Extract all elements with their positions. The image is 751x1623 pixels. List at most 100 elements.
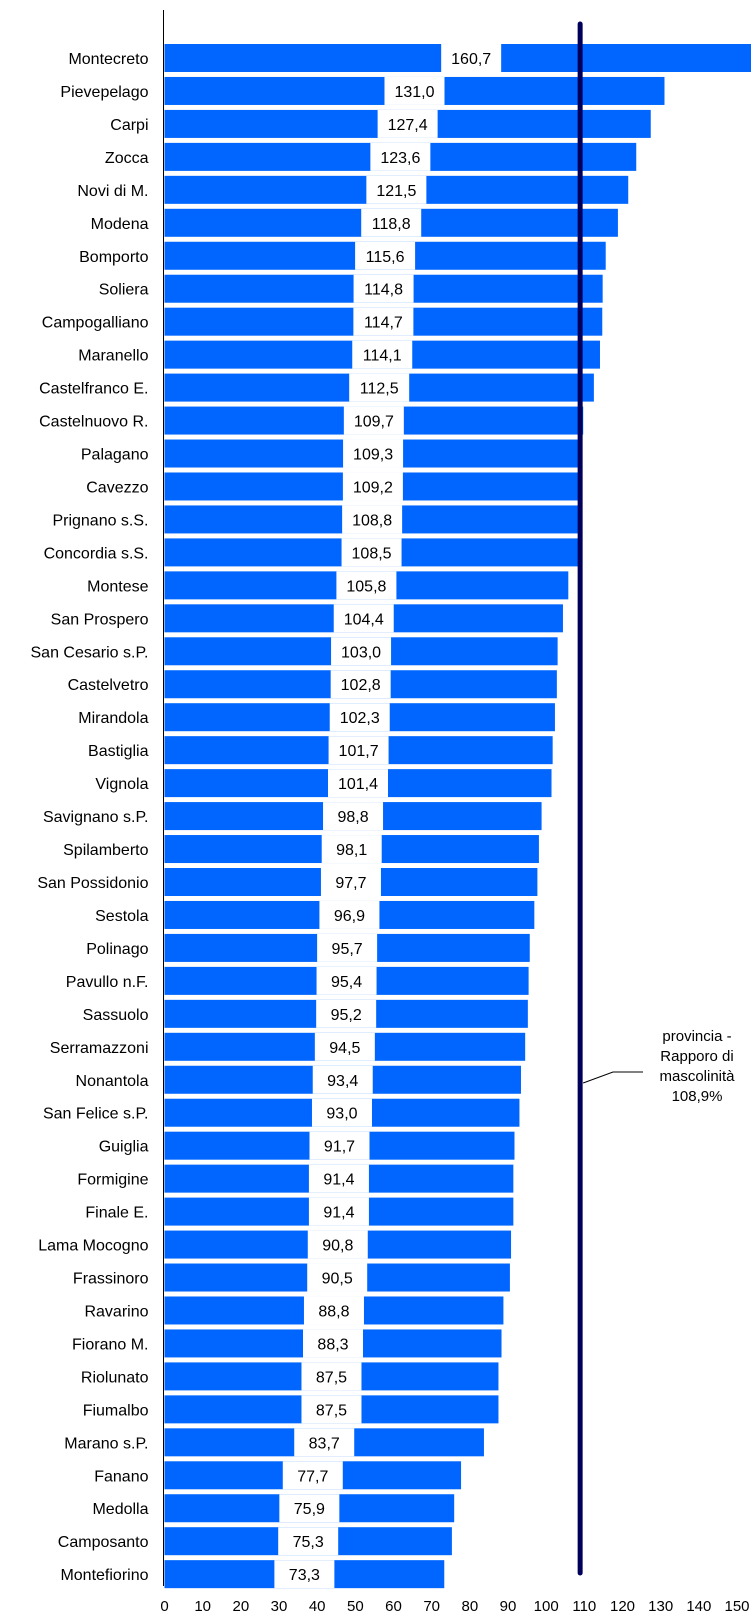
value-label: 97,7 — [335, 875, 366, 892]
category-label: Montese — [87, 578, 148, 595]
value-label: 109,2 — [353, 479, 393, 496]
category-label: Formigine — [77, 1172, 148, 1189]
category-label: Castelvetro — [68, 677, 149, 694]
x-tick-label: 20 — [232, 1598, 249, 1615]
category-label: Camposanto — [58, 1534, 149, 1551]
category-label: Castelfranco E. — [39, 381, 148, 398]
x-tick-label: 120 — [610, 1598, 635, 1615]
value-label: 127,4 — [388, 117, 428, 134]
value-label: 75,3 — [293, 1534, 324, 1551]
value-label: 93,0 — [326, 1106, 357, 1123]
value-label: 112,5 — [360, 381, 399, 398]
category-label: Fiorano M. — [72, 1336, 148, 1353]
category-label: Spilamberto — [63, 842, 148, 859]
value-label: 98,1 — [336, 842, 367, 859]
category-label: Medolla — [92, 1501, 148, 1518]
value-label: 160,7 — [451, 51, 491, 68]
x-tick-label: 40 — [309, 1598, 326, 1615]
x-tick-label: 30 — [271, 1598, 288, 1615]
reference-label-line: provincia - — [662, 1028, 731, 1045]
category-label: Carpi — [110, 117, 148, 134]
category-label: Maranello — [78, 348, 148, 365]
category-label: Bastiglia — [88, 743, 149, 760]
value-label: 114,7 — [364, 315, 403, 332]
value-label: 96,9 — [334, 908, 365, 925]
value-label: 87,5 — [316, 1369, 347, 1386]
value-label: 95,4 — [331, 974, 362, 991]
x-tick-label: 80 — [461, 1598, 478, 1615]
category-label: Zocca — [105, 150, 149, 167]
x-tick-label: 50 — [347, 1598, 364, 1615]
value-label: 101,4 — [338, 776, 378, 793]
category-label: Guiglia — [99, 1139, 149, 1156]
value-label: 75,9 — [294, 1501, 325, 1518]
value-label: 104,4 — [344, 611, 384, 628]
category-label: Lama Mocogno — [38, 1238, 148, 1255]
value-label: 105,8 — [346, 578, 386, 595]
value-label: 91,4 — [323, 1172, 354, 1189]
x-tick-label: 10 — [194, 1598, 211, 1615]
x-tick-label: 100 — [534, 1598, 559, 1615]
value-label: 90,5 — [322, 1271, 353, 1288]
value-label: 77,7 — [297, 1468, 328, 1485]
category-label: Polinago — [86, 941, 148, 958]
value-label: 131,0 — [394, 84, 434, 101]
value-label: 108,5 — [352, 545, 392, 562]
category-label: Sestola — [95, 908, 148, 925]
category-label: Cavezzo — [86, 479, 148, 496]
value-label: 88,8 — [318, 1303, 349, 1320]
value-label: 108,8 — [352, 512, 392, 529]
x-tick-label: 110 — [572, 1598, 596, 1615]
x-tick-label: 0 — [160, 1598, 168, 1615]
value-label: 121,5 — [376, 183, 416, 200]
value-label: 87,5 — [316, 1402, 347, 1419]
category-label: Riolunato — [81, 1369, 149, 1386]
value-label: 73,3 — [289, 1567, 320, 1584]
value-label: 102,3 — [340, 710, 380, 727]
category-label: San Felice s.P. — [43, 1106, 149, 1123]
category-label: Modena — [91, 216, 149, 233]
value-label: 101,7 — [339, 743, 379, 760]
x-tick-label: 130 — [648, 1598, 673, 1615]
category-label: Montecreto — [68, 51, 148, 68]
value-label: 102,8 — [341, 677, 381, 694]
category-label: Vignola — [95, 776, 148, 793]
category-label: San Possidonio — [37, 875, 148, 892]
category-label: Marano s.P. — [64, 1435, 148, 1452]
value-label: 90,8 — [322, 1238, 353, 1255]
x-tick-label: 140 — [686, 1598, 711, 1615]
value-label: 114,1 — [363, 348, 402, 365]
category-label: Castelnuovo R. — [39, 414, 148, 431]
category-label: Soliera — [99, 282, 149, 299]
category-label: Prignano s.S. — [52, 512, 148, 529]
category-label: Palagano — [81, 447, 149, 464]
value-label: 95,7 — [332, 941, 363, 958]
category-label: Nonantola — [76, 1073, 149, 1090]
value-label: 109,7 — [354, 414, 394, 431]
category-label: Concordia s.S. — [44, 545, 149, 562]
value-label: 93,4 — [327, 1073, 358, 1090]
category-label: Bomporto — [79, 249, 148, 266]
category-label: Montefiorino — [60, 1567, 148, 1584]
value-label: 118,8 — [372, 216, 411, 233]
category-label: San Prospero — [51, 611, 149, 628]
value-label: 98,8 — [337, 809, 368, 826]
category-label: Mirandola — [78, 710, 148, 727]
reference-leader-line — [583, 1072, 643, 1083]
category-label: Frassinoro — [73, 1271, 149, 1288]
category-label: Savignano s.P. — [43, 809, 149, 826]
value-label: 91,4 — [323, 1205, 354, 1222]
value-label: 88,3 — [317, 1336, 348, 1353]
category-label: Fanano — [94, 1468, 148, 1485]
reference-label-line: Rapporo di — [660, 1048, 733, 1065]
x-tick-label: 150 — [724, 1598, 749, 1615]
value-label: 115,6 — [366, 249, 405, 266]
reference-label-line: mascolinità — [659, 1068, 735, 1085]
value-label: 109,3 — [353, 447, 393, 464]
category-label: Campogalliano — [42, 315, 149, 332]
x-tick-label: 70 — [423, 1598, 440, 1615]
value-label: 94,5 — [329, 1040, 360, 1057]
value-label: 103,0 — [341, 644, 381, 661]
value-label: 114,8 — [364, 282, 403, 299]
